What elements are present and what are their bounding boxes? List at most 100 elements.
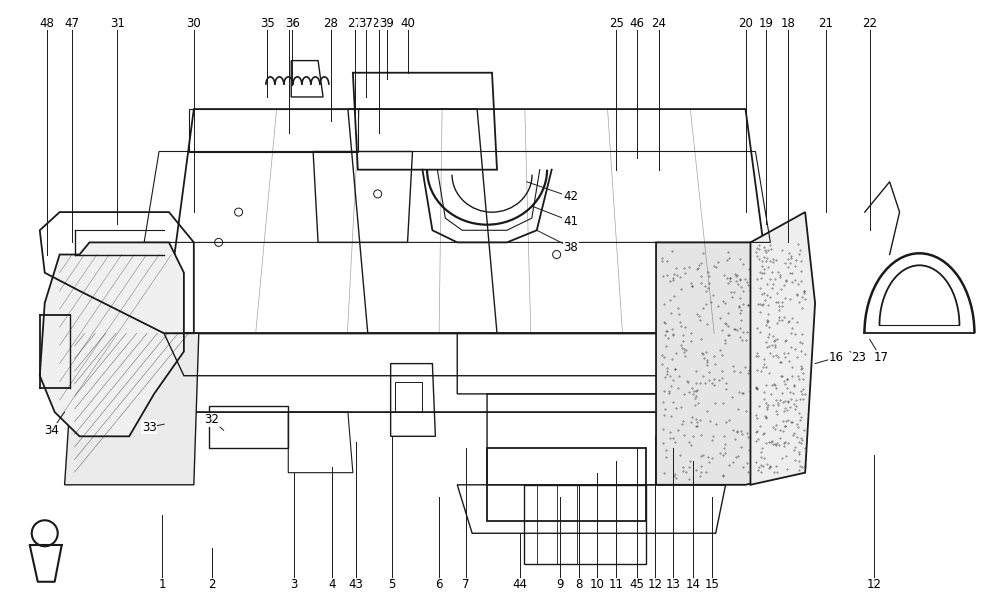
Point bbox=[764, 436, 780, 446]
Point bbox=[662, 276, 678, 285]
Point bbox=[702, 271, 718, 281]
Point bbox=[692, 471, 708, 481]
Point bbox=[695, 450, 711, 460]
Point bbox=[748, 243, 764, 253]
Point bbox=[766, 337, 782, 347]
Point bbox=[738, 362, 753, 371]
Point bbox=[691, 261, 707, 270]
Point bbox=[757, 438, 773, 448]
Point bbox=[677, 351, 693, 361]
Point bbox=[753, 443, 769, 453]
Point bbox=[725, 361, 741, 371]
Point bbox=[782, 268, 798, 278]
Point bbox=[764, 331, 780, 341]
Point bbox=[785, 381, 801, 391]
Point bbox=[765, 422, 781, 431]
Point bbox=[693, 461, 709, 471]
Point bbox=[788, 432, 804, 442]
Point bbox=[787, 344, 803, 354]
Point bbox=[664, 246, 680, 256]
Point bbox=[690, 264, 706, 273]
Point bbox=[729, 276, 745, 286]
Point bbox=[782, 387, 798, 397]
Point bbox=[781, 258, 797, 267]
Point bbox=[742, 265, 757, 275]
Point bbox=[780, 415, 796, 425]
Point bbox=[742, 285, 757, 295]
Point bbox=[761, 250, 777, 259]
Point bbox=[729, 271, 745, 281]
Point bbox=[726, 367, 742, 376]
Point bbox=[784, 430, 800, 440]
Point bbox=[794, 329, 810, 339]
Point bbox=[796, 425, 812, 435]
Point bbox=[729, 427, 745, 436]
Point bbox=[770, 298, 786, 307]
Point bbox=[749, 351, 765, 361]
Point bbox=[746, 433, 762, 443]
Point bbox=[751, 267, 767, 277]
Point bbox=[689, 386, 705, 396]
Point bbox=[689, 421, 705, 430]
Point bbox=[710, 301, 726, 310]
Point bbox=[777, 353, 793, 362]
Point bbox=[673, 284, 689, 294]
Point bbox=[655, 424, 671, 434]
Point bbox=[777, 403, 793, 413]
Point bbox=[746, 307, 761, 317]
Point bbox=[741, 281, 756, 290]
Point bbox=[777, 277, 793, 287]
Point bbox=[773, 273, 789, 283]
Point bbox=[735, 388, 750, 398]
Point bbox=[775, 406, 791, 416]
Point bbox=[681, 387, 697, 396]
Point bbox=[794, 292, 810, 302]
Point bbox=[716, 450, 732, 459]
Point bbox=[733, 275, 748, 284]
Point bbox=[749, 253, 765, 263]
Point bbox=[749, 365, 765, 375]
Text: 31: 31 bbox=[110, 16, 124, 30]
Point bbox=[774, 350, 790, 360]
Point bbox=[773, 422, 789, 432]
Point bbox=[693, 467, 709, 477]
Point bbox=[771, 441, 787, 450]
Point bbox=[757, 412, 773, 422]
Point bbox=[737, 275, 752, 284]
Point bbox=[765, 401, 781, 410]
Text: 19: 19 bbox=[758, 16, 774, 30]
Point bbox=[775, 438, 791, 448]
Point bbox=[794, 389, 810, 399]
Polygon shape bbox=[40, 242, 184, 436]
Point bbox=[665, 276, 681, 285]
Point bbox=[683, 418, 699, 427]
Point bbox=[750, 370, 766, 380]
Point bbox=[655, 271, 671, 281]
Point bbox=[762, 462, 778, 471]
Point bbox=[758, 416, 774, 425]
Point bbox=[717, 335, 733, 345]
Point bbox=[731, 387, 746, 397]
Point bbox=[769, 400, 785, 410]
Point bbox=[677, 268, 693, 278]
Text: 16: 16 bbox=[828, 351, 844, 364]
Point bbox=[654, 256, 670, 266]
Point bbox=[718, 417, 734, 427]
Point bbox=[787, 455, 803, 465]
Point bbox=[756, 359, 772, 368]
Point bbox=[759, 245, 775, 255]
Point bbox=[728, 452, 744, 462]
Point bbox=[768, 440, 784, 450]
Point bbox=[768, 461, 784, 470]
Point bbox=[748, 310, 764, 320]
Point bbox=[671, 310, 687, 319]
Text: 23: 23 bbox=[852, 351, 866, 364]
Point bbox=[771, 315, 787, 325]
Point bbox=[733, 367, 748, 377]
Point bbox=[779, 374, 795, 384]
Point bbox=[767, 421, 783, 430]
Point bbox=[766, 292, 782, 302]
Point bbox=[722, 253, 738, 262]
Point bbox=[681, 437, 697, 447]
Point bbox=[734, 305, 749, 315]
